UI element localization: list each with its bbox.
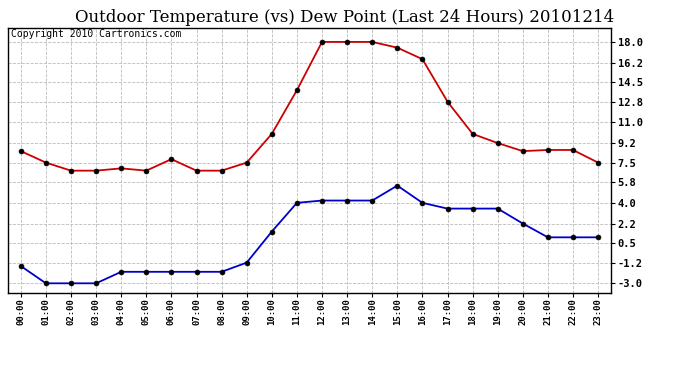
Text: Copyright 2010 Cartronics.com: Copyright 2010 Cartronics.com (11, 30, 181, 39)
Text: Outdoor Temperature (vs) Dew Point (Last 24 Hours) 20101214: Outdoor Temperature (vs) Dew Point (Last… (75, 9, 615, 26)
